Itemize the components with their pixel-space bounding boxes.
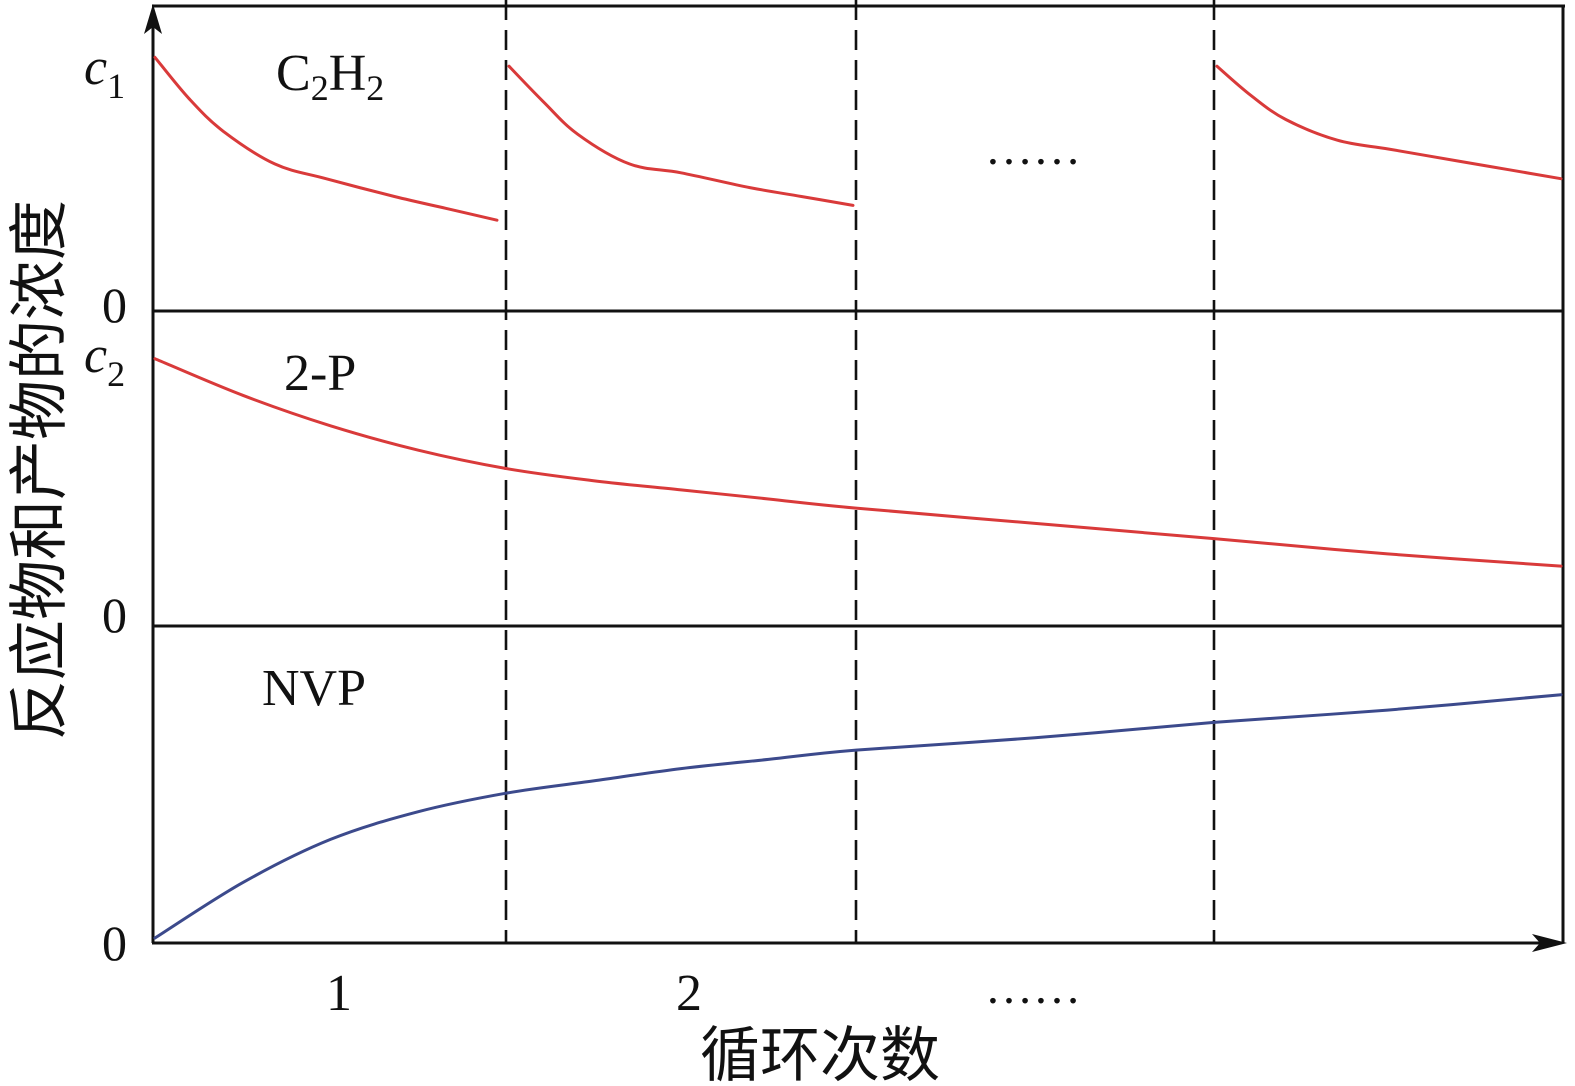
cycle-boundaries — [504, 0, 1216, 943]
ytick-zero-3: 0 — [102, 915, 127, 971]
plot-frame — [152, 4, 1565, 943]
c2h2-curve-cycle-1 — [153, 55, 499, 222]
xtick-1: 1 — [326, 965, 352, 1022]
ytick-c1: c1 — [84, 39, 125, 106]
nvp-curve — [153, 693, 1563, 940]
panel-label-nvp: NVP — [262, 660, 366, 717]
ytick-c2: c2 — [84, 327, 125, 394]
xtick-2: 2 — [676, 965, 702, 1022]
c2h2-curve-cycle-n — [1215, 64, 1563, 181]
x-axis-title: 循环次数 — [700, 1023, 940, 1086]
panel-label-c2h2: C2H2 — [276, 45, 384, 108]
cycle-ellipsis-top: …… — [985, 122, 1081, 175]
panel-label-2p: 2-P — [284, 345, 356, 402]
y-axis-arrow-icon — [144, 4, 162, 34]
y-axis-title: 反应物和产物的浓度 — [7, 200, 73, 740]
series-layer — [153, 55, 1563, 940]
c2h2-curve-cycle-2 — [507, 64, 855, 207]
xtick-ellipsis: …… — [985, 961, 1081, 1014]
2p-curve — [153, 357, 1563, 568]
ytick-zero-2: 0 — [102, 587, 127, 643]
ytick-zero-1: 0 — [102, 277, 127, 333]
x-axis-arrow-icon — [1532, 934, 1567, 952]
